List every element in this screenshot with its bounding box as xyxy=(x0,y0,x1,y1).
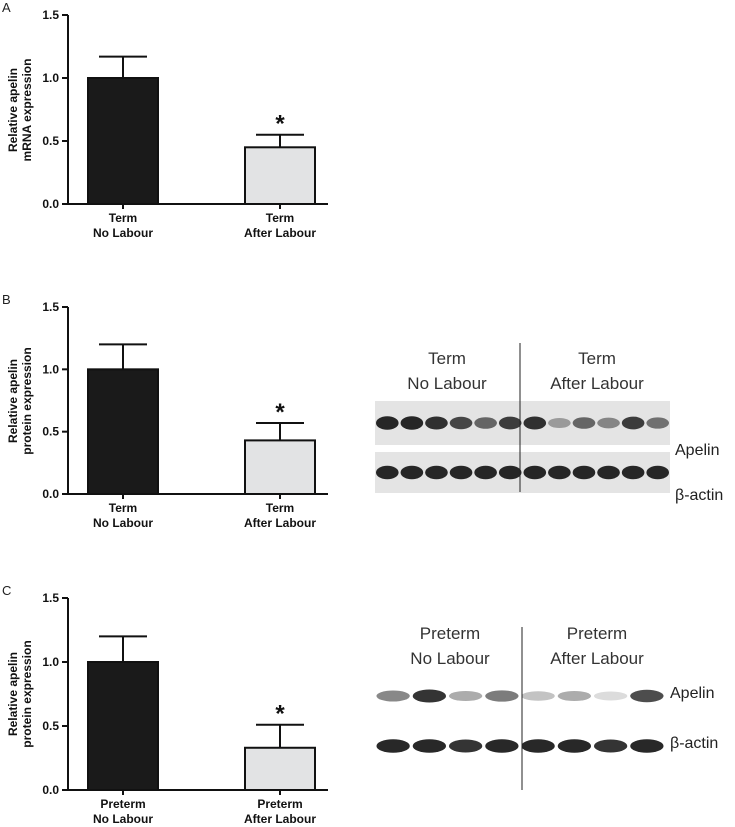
blot-band xyxy=(630,739,664,753)
blot-group-label: Term No Labour xyxy=(407,349,487,393)
annotation: * xyxy=(275,701,285,728)
blot-row-label: Apelin xyxy=(670,685,715,702)
y-tick-label: 1.5 xyxy=(42,8,59,22)
blot-band xyxy=(474,465,497,480)
y-axis-label: Relative apelin mRNA expression xyxy=(6,58,34,161)
blot-band xyxy=(498,465,522,480)
y-tick-label: 0.5 xyxy=(42,719,59,733)
blot-row-label: β-actin xyxy=(670,735,719,752)
blot-band xyxy=(572,465,596,480)
panel-label: C xyxy=(2,583,11,598)
blot-band xyxy=(557,739,592,753)
blot-band xyxy=(523,465,547,480)
blot-band xyxy=(646,465,670,480)
blot-band xyxy=(572,417,596,429)
blot-band xyxy=(376,690,410,702)
blot-band xyxy=(412,689,447,703)
blot-row-label: Apelin xyxy=(675,442,720,459)
y-axis-label: Relative apelin protein expression xyxy=(6,346,34,455)
blot-band xyxy=(630,689,664,703)
bar xyxy=(244,746,316,792)
x-tick-label: Term No Labour xyxy=(93,211,153,240)
blot-group-label: Preterm After Labour xyxy=(550,624,644,668)
blot-band xyxy=(376,739,410,753)
blot-band xyxy=(400,465,424,480)
blot-band xyxy=(425,465,448,480)
blot-band xyxy=(449,465,473,480)
blot-band xyxy=(521,739,555,753)
panel-label: A xyxy=(2,0,11,15)
blot-group-label: Preterm No Labour xyxy=(410,624,490,668)
y-tick-label: 0.5 xyxy=(42,134,59,148)
blot-band xyxy=(597,465,620,480)
y-tick-label: 1.5 xyxy=(42,300,59,314)
x-tick-label: Term No Labour xyxy=(93,501,153,530)
annotation: * xyxy=(275,399,285,426)
y-tick-label: 0.0 xyxy=(42,487,59,501)
bar xyxy=(87,661,159,791)
blot-band xyxy=(621,416,645,430)
blot-band xyxy=(449,416,473,430)
blot-band xyxy=(375,416,399,430)
blot-band xyxy=(557,690,592,702)
blot-band xyxy=(593,691,628,701)
blot-row-label: β-actin xyxy=(675,487,724,504)
blot-band xyxy=(521,691,555,701)
blot-band xyxy=(375,465,399,480)
blot-band xyxy=(485,690,519,702)
y-tick-label: 1.0 xyxy=(42,362,59,376)
y-tick-label: 0.0 xyxy=(42,197,59,211)
blot-band xyxy=(412,739,447,753)
bar xyxy=(244,439,316,496)
blot-band xyxy=(425,416,448,430)
y-tick-label: 0.0 xyxy=(42,783,59,797)
blot-band xyxy=(597,417,620,429)
annotation: * xyxy=(275,111,285,138)
blot-band xyxy=(474,417,497,429)
bar xyxy=(87,77,159,205)
bar xyxy=(87,368,159,496)
blot-band xyxy=(548,417,571,429)
x-tick-label: Preterm No Labour xyxy=(93,797,153,826)
x-tick-label: Preterm After Labour xyxy=(244,797,316,826)
y-tick-label: 1.0 xyxy=(42,71,59,85)
blot-band xyxy=(448,739,483,753)
blot-band xyxy=(448,690,483,702)
blot-band xyxy=(548,465,571,480)
y-tick-label: 1.5 xyxy=(42,591,59,605)
x-tick-label: Term After Labour xyxy=(244,211,316,240)
blot-strip xyxy=(375,401,670,445)
blot-band xyxy=(523,416,547,430)
blot-group-label: Term After Labour xyxy=(550,349,644,393)
blot-strip xyxy=(375,452,670,493)
y-tick-label: 1.0 xyxy=(42,655,59,669)
blot-band xyxy=(593,739,628,753)
blot-band xyxy=(621,465,645,480)
bar xyxy=(244,146,316,206)
blot-band xyxy=(498,416,522,430)
y-tick-label: 0.5 xyxy=(42,425,59,439)
blot-band xyxy=(485,739,519,753)
y-axis-label: Relative apelin protein expression xyxy=(6,640,34,748)
panel-label: B xyxy=(2,292,11,307)
x-tick-label: Term After Labour xyxy=(244,501,316,530)
blot-band xyxy=(400,416,424,430)
blot-band xyxy=(646,417,670,429)
